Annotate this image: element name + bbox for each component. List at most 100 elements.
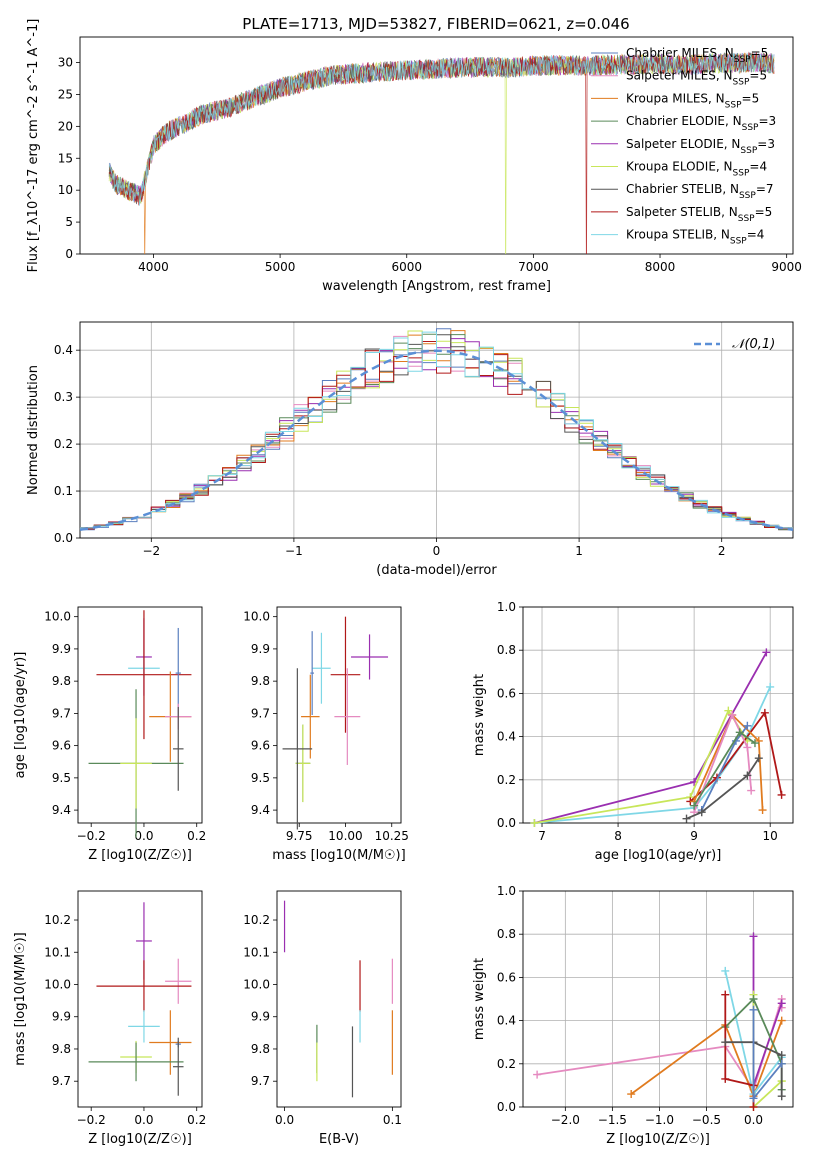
errorbar-point-krou_elodie (120, 718, 152, 809)
axes-frame (276, 606, 402, 824)
mass_vs_EBV-axes: 0.0 0.1 9.7 9.8 9.9 10.0 10.1 10.2 E(B-V) (243, 890, 402, 1147)
errorbar-point-salp_stelib (96, 960, 192, 1012)
weight-marker-salp_stelib (749, 1103, 758, 1111)
weight-marker-salp_miles (728, 711, 737, 719)
weight-marker-salp_stelib (721, 990, 730, 999)
legend-label-salp_elodie: Salpeter ELODIE, NSSP=3 (626, 137, 775, 156)
axes-frame (77, 606, 203, 824)
x-tick-label: 9.75 (286, 829, 313, 843)
x-tick-label: 0.2 (187, 829, 206, 843)
x-axis-label: E(B-V) (319, 1132, 359, 1147)
weight-marker-salp_stelib (760, 708, 769, 717)
x-tick-label: 0.0 (275, 1113, 294, 1127)
axes-frame (522, 606, 794, 824)
x-tick-label: 0.1 (383, 1113, 402, 1127)
weight-line-chab_stelib (686, 757, 760, 820)
y-tick-label: 0.0 (497, 816, 516, 830)
y-tick-label: 0.0 (497, 1100, 516, 1114)
y-tick-label: 10 (58, 183, 73, 197)
y-tick-label: 10.1 (44, 945, 71, 959)
errorbar-point-chab_stelib (282, 668, 313, 830)
y-tick-label: 9.7 (52, 706, 71, 720)
legend-label-salp_stelib: Salpeter STELIB, NSSP=5 (626, 205, 772, 224)
y-axis-label: Normed distribution (26, 365, 41, 495)
x-tick-label: 0 (433, 544, 441, 558)
y-tick-label: 9.5 (251, 771, 270, 785)
legend-label-krou_stelib: Kroupa STELIB, NSSP=4 (626, 228, 764, 247)
x-axis-label: age [log10(age/yr)] (595, 848, 722, 863)
weight-marker-chab_elodie (749, 995, 758, 1003)
x-tick-label: −0.2 (77, 1113, 106, 1127)
weight-line-krou_elodie (534, 708, 749, 824)
x-tick-label: 1 (575, 544, 583, 558)
weight-marker-salp_elodie (762, 648, 771, 657)
figure-title: PLATE=1713, MJD=53827, FIBERID=0621, z=0… (242, 15, 629, 33)
y-tick-label: 1.0 (497, 884, 516, 898)
plot-layer: 4000 5000 6000 7000 8000 9000051015202530wave… (13, 19, 802, 1147)
y-tick-label: 0.2 (497, 1057, 516, 1071)
y-tick-label: 9.9 (251, 642, 270, 656)
weight_vs_Z-axes: −2.0 −1.5 −1.0 −0.5 0.0 0.0 0.2 0.4 0.6 0.8 1.0 Z [… (472, 884, 794, 1147)
residuals-axes: −2 −1 0 1 2 0.0 0.1 0.2 0.3 0.4 (data-model)/error… (26, 321, 794, 578)
gaussian-reference-curve (79, 349, 794, 532)
weight-marker-krou_miles (777, 1016, 786, 1025)
y-axis-label: mass [log10(M/M☉)] (13, 932, 28, 1065)
y-tick-label: 0.8 (497, 643, 516, 657)
weight-marker-chab_stelib (682, 814, 691, 823)
y-tick-label: 10.0 (44, 610, 71, 624)
x-tick-label: 0.0 (744, 1113, 763, 1127)
y-tick-label: 9.9 (251, 1010, 270, 1024)
x-tick-label: 0.2 (187, 1113, 206, 1127)
y-tick-label: 15 (58, 151, 73, 165)
errorbar-point-chab_stelib (172, 1037, 184, 1096)
weight-marker-krou_miles (627, 1090, 636, 1099)
errorbar-point-salp_miles (334, 668, 361, 765)
weight-marker-chab_stelib (754, 754, 763, 763)
weight-marker-salp_miles (533, 1070, 542, 1079)
x-tick-label: 8000 (645, 260, 676, 274)
x-tick-label: 9000 (771, 260, 802, 274)
weight-marker-krou_elodie (724, 706, 733, 715)
weight-line-salp_elodie (534, 651, 768, 824)
x-tick-label: 4000 (138, 260, 169, 274)
weight-marker-krou_stelib (721, 966, 730, 975)
weight-marker-chab_stelib (697, 808, 706, 817)
weight-marker-krou_elodie (530, 819, 539, 827)
x-tick-label: 8 (614, 829, 622, 843)
y-tick-label: 0.2 (497, 773, 516, 787)
errorbar-point-salp_stelib (96, 610, 192, 740)
x-tick-label: −2.0 (551, 1113, 580, 1127)
weight-marker-salp_miles (743, 743, 752, 752)
y-tick-label: 0.0 (54, 531, 73, 545)
spectrum-line-krou_elodie (108, 52, 775, 254)
spectrum-axes: 4000 5000 6000 7000 8000 9000 0 5 10 15 20 25 30 wave… (26, 19, 802, 294)
y-tick-label: 0.6 (497, 970, 516, 984)
x-tick-label: −0.2 (77, 829, 106, 843)
x-tick-label: −1.0 (645, 1113, 674, 1127)
y-tick-label: 9.8 (251, 674, 270, 688)
y-tick-label: 9.7 (251, 1074, 270, 1088)
weight-marker-chab_elodie (750, 739, 759, 748)
x-axis-label: Z [log10(Z/Z☉)] (88, 1132, 192, 1147)
weight-marker-chab_stelib (777, 1051, 786, 1060)
x-tick-label: 10.00 (328, 829, 362, 843)
x-tick-label: 10 (763, 829, 778, 843)
weight-marker-chab_stelib (777, 1092, 786, 1101)
x-axis-label: wavelength [Angstrom, rest frame] (322, 279, 551, 294)
spectrum-line-salp_stelib (108, 51, 775, 254)
errorbar-point-krou_miles (149, 1010, 192, 1075)
weight_vs_age-axes: 7 8 9 10 0.0 0.2 0.4 0.6 0.8 1.0 age [log10(age/yr… (472, 600, 794, 863)
y-tick-label: 10.2 (44, 913, 71, 927)
x-axis-label: Z [log10(Z/Z☉)] (606, 1132, 710, 1147)
weight-line-chab_stelib (725, 1041, 783, 1097)
x-tick-label: 6000 (391, 260, 422, 274)
weight-marker-chab_stelib (721, 1038, 730, 1047)
errorbar-point-chab_miles (175, 627, 181, 719)
x-tick-label: 9 (690, 829, 698, 843)
x-tick-label: 7 (538, 829, 546, 843)
y-tick-label: 20 (58, 119, 73, 133)
x-axis-label: Z [log10(Z/Z☉)] (88, 848, 192, 863)
weight-marker-chab_elodie (690, 801, 699, 810)
age_vs_mass-axes: 9.75 10.00 10.25 9.4 9.5 9.6 9.7 9.8 9.9 10.0 mass… (243, 606, 409, 863)
